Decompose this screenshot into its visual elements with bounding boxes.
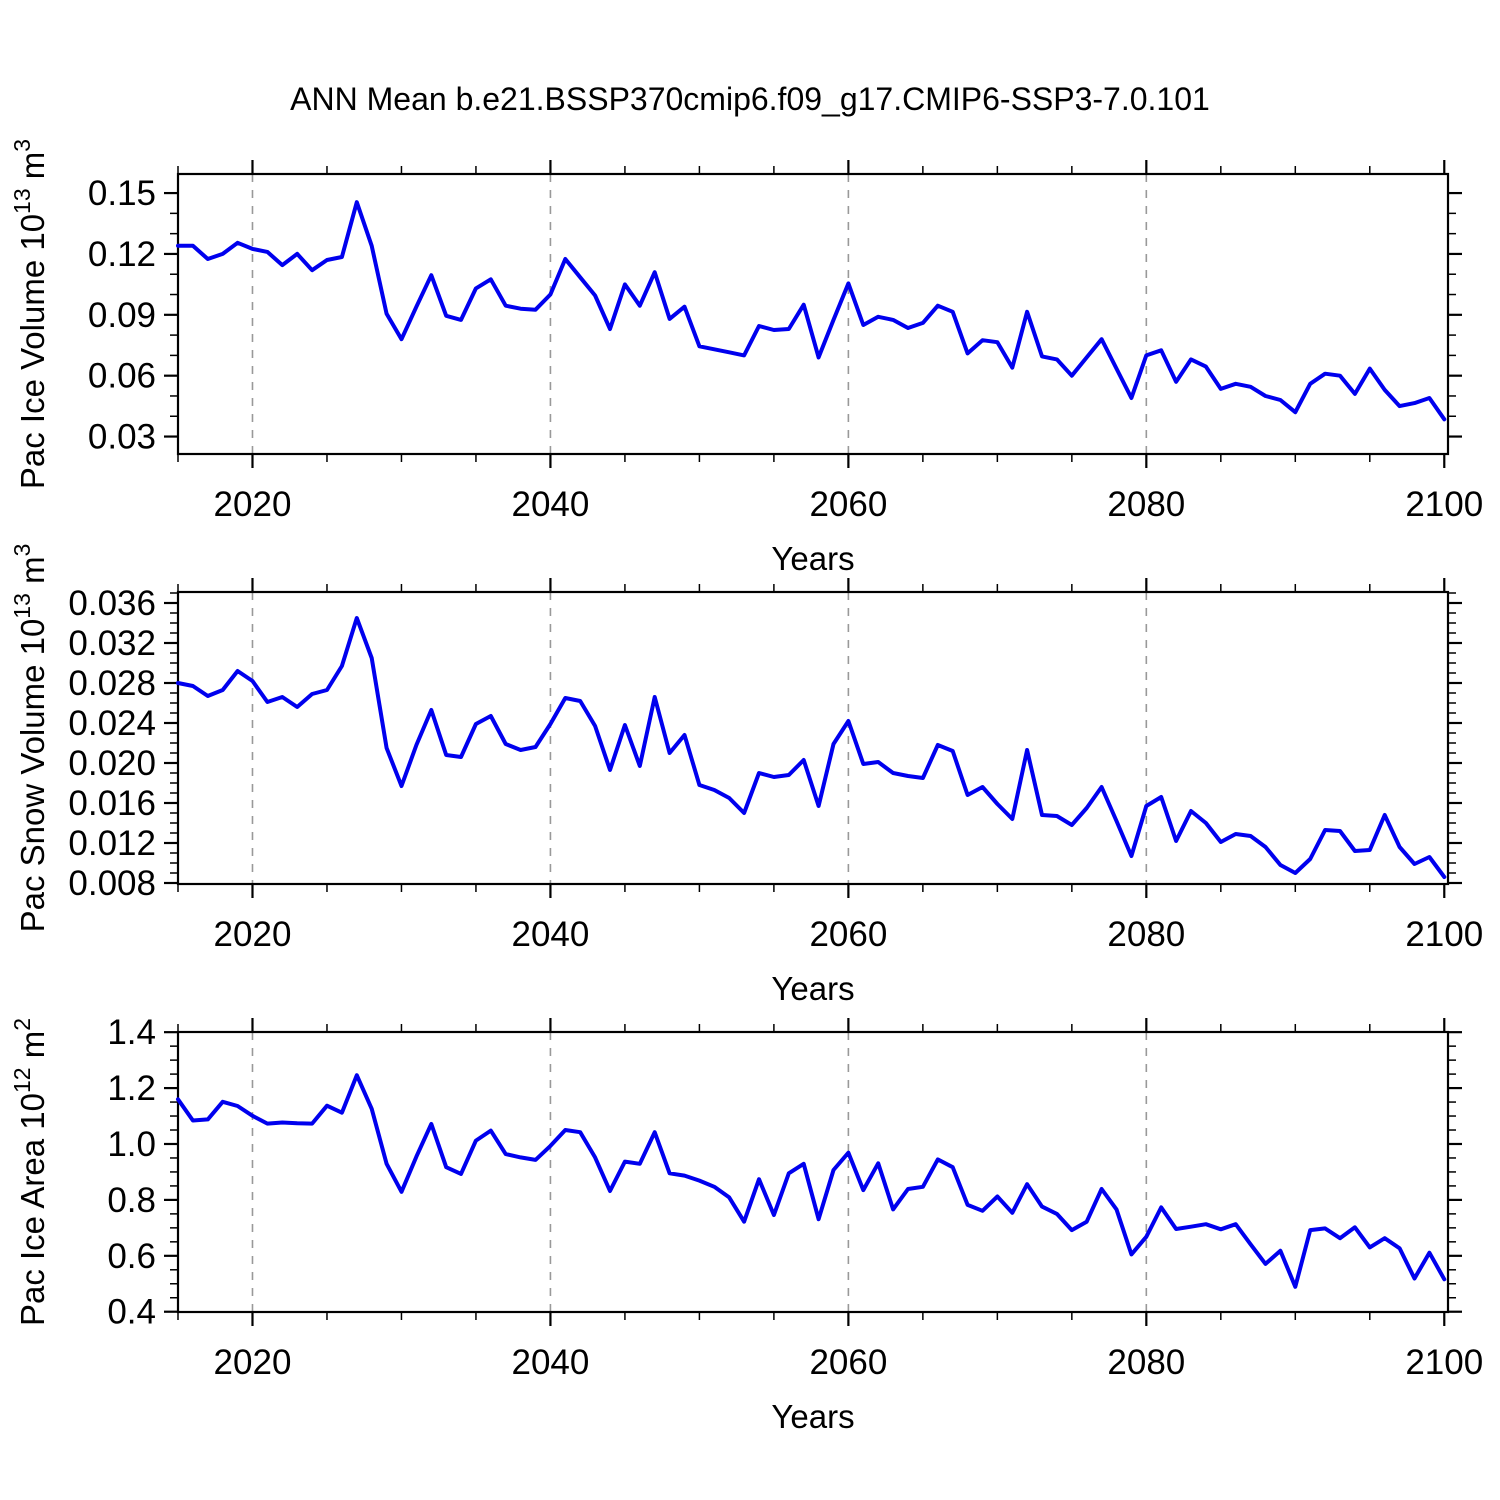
y-tick-label: 0.8	[107, 1181, 156, 1220]
data-line-pac-ice-area	[176, 1073, 1447, 1289]
x-tick-label: 2060	[809, 1343, 887, 1382]
x-axis-label: Years	[771, 970, 854, 1007]
x-tick-label: 2080	[1107, 915, 1185, 954]
x-tick-label: 2020	[214, 915, 292, 954]
x-axis-label: Years	[771, 1398, 854, 1435]
y-tick-label: 0.012	[68, 824, 156, 863]
y-tick-label: 0.028	[68, 664, 156, 703]
x-tick-label: 2020	[214, 485, 292, 524]
plot-frame	[176, 590, 1450, 886]
y-tick-label: 0.15	[88, 174, 156, 213]
y-tick-label: 0.020	[68, 744, 156, 783]
x-tick-label: 2100	[1405, 1343, 1483, 1382]
y-tick-label: 0.036	[68, 584, 156, 623]
y-tick-label: 0.12	[88, 235, 156, 274]
data-line-pac-ice-volume	[176, 200, 1447, 422]
x-tick-label: 2040	[511, 1343, 589, 1382]
plot-frame	[176, 1030, 1450, 1314]
chart-title: ANN Mean b.e21.BSSP370cmip6.f09_g17.CMIP…	[290, 81, 1210, 117]
x-axis-label: Years	[771, 540, 854, 577]
panels-group: 2020 2040 2060 2080 2100 0.03 0.06 0.09 0.12 0.15…	[9, 139, 1483, 1435]
x-tick-label: 2020	[214, 1343, 292, 1382]
y-axis-title: Pac Ice Area 1012 m2	[9, 1018, 51, 1326]
x-tick-label: 2060	[809, 485, 887, 524]
y-tick-label: 0.09	[88, 296, 156, 335]
y-axis-title: Pac Snow Volume 1013 m3	[9, 544, 51, 933]
x-tick-label: 2100	[1405, 485, 1483, 524]
y-tick-label: 0.6	[107, 1237, 156, 1276]
y-axis-title: Pac Ice Volume 1013 m3	[9, 139, 51, 489]
y-tick-label: 0.016	[68, 784, 156, 823]
y-tick-label: 0.4	[107, 1293, 156, 1332]
plot-frame	[176, 172, 1450, 456]
y-tick-label: 0.03	[88, 418, 156, 457]
x-tick-label: 2100	[1405, 915, 1483, 954]
y-tick-label: 0.008	[68, 864, 156, 903]
panel-pac-snow-volume: 2020 2040 2060 2080 2100 0.0080.0120.0160.020…	[9, 544, 1483, 1007]
x-tick-label: 2040	[511, 915, 589, 954]
data-line-pac-snow-volume	[176, 616, 1447, 879]
y-tick-label: 1.0	[107, 1125, 156, 1164]
y-tick-label: 0.06	[88, 357, 156, 396]
y-tick-label: 0.032	[68, 624, 156, 663]
x-tick-label: 2080	[1107, 1343, 1185, 1382]
y-tick-label: 0.024	[68, 704, 156, 743]
panel-pac-ice-area: 2020 2040 2060 2080 2100 0.4 0.6 0.8 1.0 1.2 1.4 Pa…	[9, 1013, 1483, 1435]
x-tick-label: 2060	[809, 915, 887, 954]
x-tick-label: 2040	[511, 485, 589, 524]
x-tick-label: 2080	[1107, 485, 1185, 524]
y-tick-label: 1.2	[107, 1069, 156, 1108]
y-tick-label: 1.4	[107, 1013, 156, 1052]
panel-pac-ice-volume: 2020 2040 2060 2080 2100 0.03 0.06 0.09 0.12 0.15…	[9, 139, 1483, 577]
